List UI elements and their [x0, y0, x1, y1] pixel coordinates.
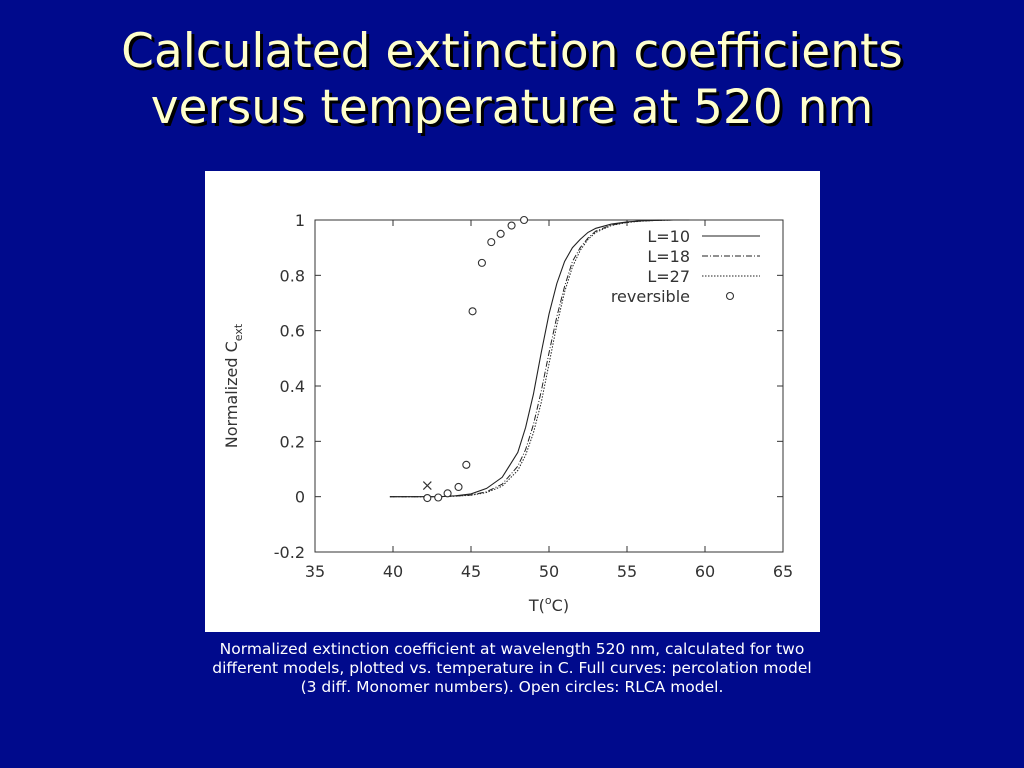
x-tick-label: 40 — [383, 562, 403, 581]
slide-caption: Normalized extinction coefficient at wav… — [100, 640, 924, 697]
data-point — [519, 215, 529, 225]
legend-marker — [725, 291, 735, 301]
y-axis-label-sub: ext — [232, 323, 245, 341]
data-point — [423, 493, 432, 503]
caption-line-3: (3 diff. Monomer numbers). Open circles:… — [300, 678, 724, 696]
x-axis-label-base: T( — [528, 596, 545, 615]
x-tick-label: 50 — [539, 562, 559, 581]
legend-label: reversible — [611, 287, 690, 306]
y-tick-label: 0.2 — [280, 432, 305, 451]
y-tick-label: 0.6 — [280, 322, 305, 341]
data-point — [468, 307, 477, 316]
x-tick-label: 65 — [773, 562, 793, 581]
caption-line-2: different models, plotted vs. temperatur… — [212, 659, 812, 677]
caption-line-1: Normalized extinction coefficient at wav… — [219, 640, 805, 658]
data-point — [434, 493, 443, 502]
slide-title: Calculated extinction coefficients versu… — [0, 24, 1024, 136]
extinction-chart: 35 40 45 50 55 60 65 -0.2 0 0.2 0.4 0.6 0.8 1 L=10L=1… — [222, 211, 793, 615]
legend-label: L=18 — [647, 247, 690, 266]
data-point — [443, 489, 452, 498]
y-tick-label: 0.4 — [280, 377, 305, 396]
y-axis-label: Normalized Cext — [222, 323, 245, 448]
legend-label: L=27 — [647, 267, 690, 286]
y-tick-label: 1 — [295, 211, 305, 230]
y-tick-label: -0.2 — [274, 543, 305, 562]
data-point — [462, 460, 471, 469]
series-layer — [389, 215, 690, 503]
y-tick-label: 0.8 — [280, 266, 305, 285]
chart-panel: 35 40 45 50 55 60 65 -0.2 0 0.2 0.4 0.6 0.8 1 L=10 L=1… — [205, 171, 820, 632]
plot-frame — [314, 219, 784, 553]
cross-marker — [422, 481, 432, 491]
y-tick-label: 0 — [295, 488, 305, 507]
series-line — [389, 219, 690, 498]
data-point — [507, 221, 516, 230]
series-line — [389, 219, 690, 498]
x-tick-label: 45 — [461, 562, 481, 581]
data-point — [477, 258, 486, 267]
slide-title-line-1: Calculated extinction coefficients — [121, 24, 903, 79]
x-tick-label: 60 — [695, 562, 715, 581]
x-tick-label: 55 — [617, 562, 637, 581]
data-point — [454, 482, 463, 492]
legend-label: L=10 — [647, 227, 690, 246]
axis-ticks: 35 40 45 50 55 60 65 -0.2 0 0.2 0.4 0.6 0.8 1 — [274, 211, 793, 581]
x-axis-label: T(oC) — [528, 594, 569, 615]
data-point — [487, 238, 496, 247]
x-axis-label-rest: C) — [552, 596, 569, 615]
x-tick-label: 35 — [305, 562, 325, 581]
y-axis-label-base: Normalized C — [222, 341, 241, 448]
data-point — [496, 229, 505, 238]
x-axis-label-sup: o — [545, 594, 552, 607]
slide-title-line-2: versus temperature at 520 nm — [150, 80, 874, 135]
